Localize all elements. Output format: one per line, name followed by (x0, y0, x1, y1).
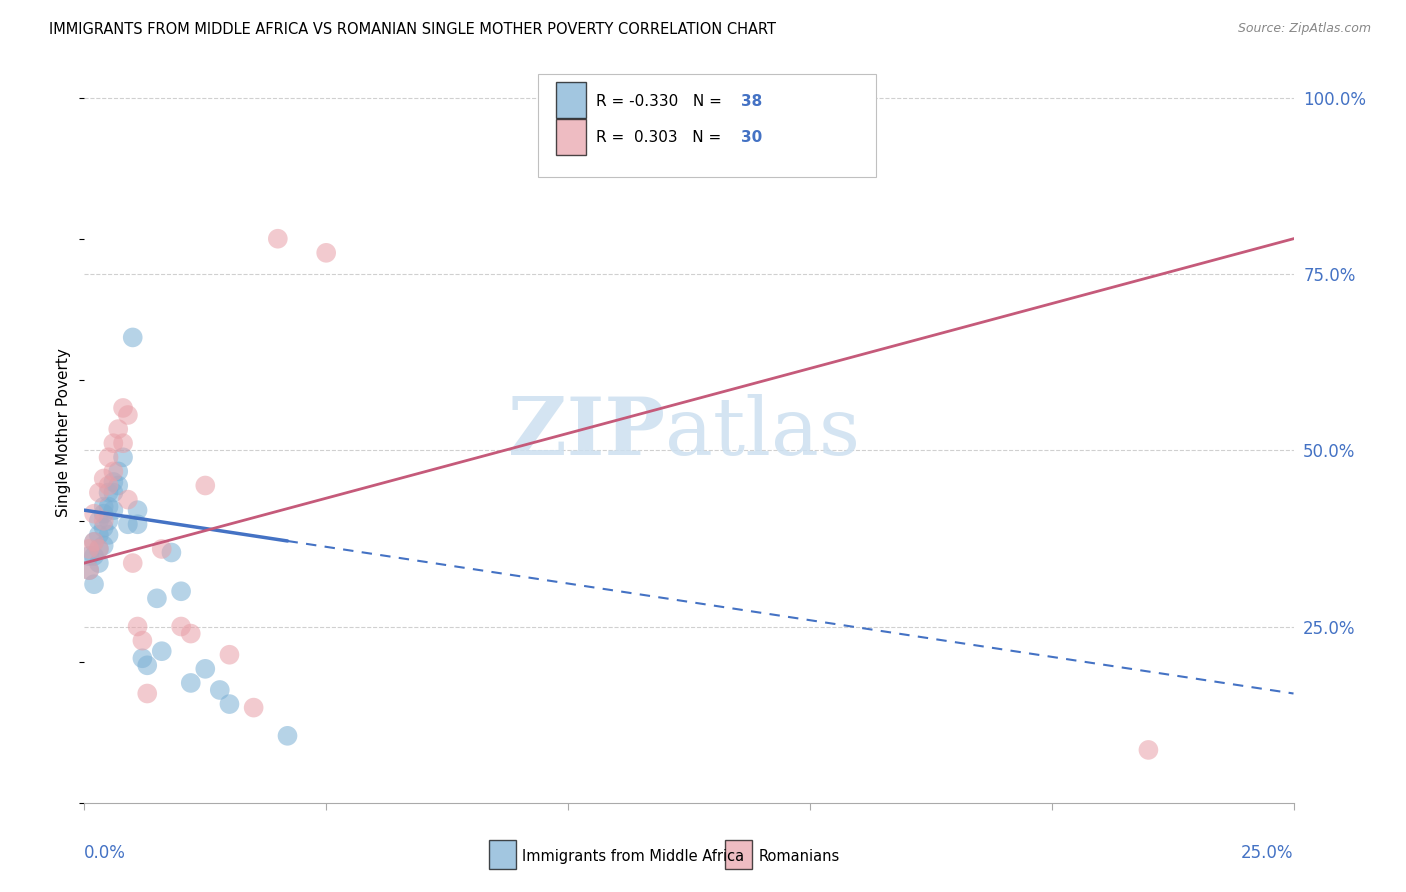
Text: 30: 30 (741, 130, 762, 145)
Point (242, 700, 264, 714)
Point (194, 478, 217, 492)
Point (77, 563, 100, 577)
Point (136, 686, 159, 700)
Point (121, 330, 143, 344)
Point (127, 619, 149, 633)
Point (87, 541, 110, 556)
Point (160, 545, 183, 559)
Point (112, 401, 135, 415)
Point (267, 232, 290, 246)
Point (112, 450, 135, 465)
Point (83, 535, 105, 549)
FancyBboxPatch shape (489, 840, 516, 870)
Point (97, 450, 120, 465)
Point (87, 556, 110, 570)
Point (117, 408, 139, 422)
Point (97, 528, 120, 542)
Y-axis label: Single Mother Poverty: Single Mother Poverty (56, 348, 72, 517)
Point (93, 538, 115, 552)
Point (180, 676, 202, 690)
Point (170, 619, 193, 633)
Point (218, 697, 240, 711)
Point (170, 584, 193, 599)
Point (93, 514, 115, 528)
Point (103, 464, 125, 478)
Point (103, 436, 125, 450)
Point (127, 503, 149, 517)
Point (150, 644, 173, 658)
Point (77, 541, 100, 556)
Point (97, 478, 120, 492)
Point (107, 478, 129, 492)
Point (83, 535, 105, 549)
Point (1137, 743, 1160, 757)
Point (83, 549, 105, 563)
Point (87, 541, 110, 556)
Text: Source: ZipAtlas.com: Source: ZipAtlas.com (1237, 22, 1371, 36)
FancyBboxPatch shape (555, 120, 586, 155)
Text: R =  0.303   N =: R = 0.303 N = (596, 130, 725, 145)
Text: 38: 38 (741, 95, 762, 109)
Point (103, 475, 125, 489)
Point (117, 517, 139, 532)
Text: atlas: atlas (665, 393, 860, 472)
Text: Romanians: Romanians (759, 848, 841, 863)
Text: 25.0%: 25.0% (1241, 844, 1294, 862)
Point (77, 563, 100, 577)
Text: Immigrants from Middle Africa: Immigrants from Middle Africa (522, 848, 744, 863)
Point (131, 633, 153, 648)
Text: R = -0.330   N =: R = -0.330 N = (596, 95, 727, 109)
Point (83, 577, 105, 591)
Point (97, 500, 120, 514)
Point (107, 422, 129, 436)
Point (131, 651, 153, 665)
FancyBboxPatch shape (555, 82, 586, 118)
Point (93, 471, 115, 485)
Point (77, 549, 100, 563)
FancyBboxPatch shape (538, 73, 876, 178)
Point (103, 485, 125, 500)
Point (87, 514, 110, 528)
Point (107, 464, 129, 478)
Point (315, 245, 337, 260)
Point (112, 436, 135, 450)
Point (218, 648, 240, 662)
Point (117, 492, 139, 507)
Point (194, 662, 217, 676)
Point (121, 556, 143, 570)
Point (146, 591, 169, 606)
Point (93, 521, 115, 535)
Text: ZIP: ZIP (508, 393, 665, 472)
Point (87, 528, 110, 542)
Point (93, 500, 115, 514)
Point (150, 541, 173, 556)
Text: 0.0%: 0.0% (84, 844, 127, 862)
Point (208, 683, 231, 698)
Point (83, 507, 105, 521)
Point (97, 514, 120, 528)
Text: IMMIGRANTS FROM MIDDLE AFRICA VS ROMANIAN SINGLE MOTHER POVERTY CORRELATION CHAR: IMMIGRANTS FROM MIDDLE AFRICA VS ROMANIA… (49, 22, 776, 37)
Point (127, 517, 149, 532)
Point (97, 485, 120, 500)
Point (136, 658, 159, 673)
Point (103, 503, 125, 517)
Point (276, 729, 298, 743)
FancyBboxPatch shape (725, 840, 752, 870)
Point (93, 507, 115, 521)
Point (180, 626, 202, 640)
Point (87, 485, 110, 500)
